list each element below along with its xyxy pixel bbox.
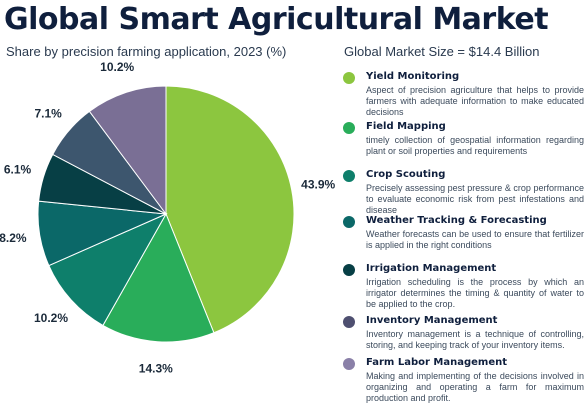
slice-data-label: 6.1% <box>4 162 32 176</box>
legend-item-field-mapping: Field Mapping timely collection of geosp… <box>340 120 584 168</box>
pie-slice-field-mapping <box>102 212 215 343</box>
pie-slice-yield-monitoring <box>165 85 295 334</box>
legend-item-farm-labor-management: Farm Labor Management Making and impleme… <box>340 356 584 404</box>
legend-description: Aspect of precision agriculture that hel… <box>366 85 584 117</box>
legend: Yield Monitoring Aspect of precision agr… <box>340 70 584 404</box>
pie-slice-crop-scouting <box>48 212 168 327</box>
legend-label: Yield Monitoring <box>366 71 460 82</box>
slice-data-label: 43.9% <box>301 177 335 191</box>
legend-label: Crop Scouting <box>366 169 446 180</box>
legend-description: timely collection of geospatial informat… <box>366 135 584 156</box>
legend-label: Inventory Management <box>366 315 498 326</box>
legend-label: Weather Tracking & Forecasting <box>366 215 547 226</box>
slice-data-label: 8.2% <box>0 231 27 245</box>
market-size-label: Global Market Size = $14.4 Billion <box>344 44 540 59</box>
pie-chart: 43.9% 14.3% 10.2% 8.2% 6.1% 7.1% 10.2% <box>0 60 336 376</box>
legend-marker-farm-labor-management <box>343 358 355 370</box>
legend-item-yield-monitoring: Yield Monitoring Aspect of precision agr… <box>340 70 584 120</box>
legend-item-weather-tracking: Weather Tracking & Forecasting Weather f… <box>340 214 584 262</box>
chart-title: Global Smart Agricultural Market <box>4 2 549 37</box>
legend-marker-field-mapping <box>343 122 355 134</box>
legend-description: Weather forecasts can be used to ensure … <box>366 229 584 250</box>
legend-item-inventory-management: Inventory Management Inventory managemen… <box>340 314 584 356</box>
legend-description: Making and implementing of the decisions… <box>366 371 584 403</box>
legend-marker-yield-monitoring <box>343 72 355 84</box>
legend-label: Field Mapping <box>366 121 446 132</box>
slice-data-label: 7.1% <box>34 106 62 120</box>
legend-marker-crop-scouting <box>343 170 355 182</box>
legend-marker-inventory-management <box>343 316 355 328</box>
legend-label: Irrigation Management <box>366 263 497 274</box>
slice-data-label: 10.2% <box>100 60 134 74</box>
legend-description: Irrigation scheduling is the process by … <box>366 277 584 309</box>
legend-item-crop-scouting: Crop Scouting Precisely assessing pest p… <box>340 168 584 215</box>
legend-description: Precisely assessing pest pressure & crop… <box>366 183 584 215</box>
chart-subtitle: Share by precision farming application, … <box>6 44 287 59</box>
legend-item-irrigation-management: Irrigation Management Irrigation schedul… <box>340 262 584 314</box>
slice-data-label: 14.3% <box>139 362 173 376</box>
legend-marker-weather-tracking <box>343 216 355 228</box>
legend-description: Inventory management is a technique of c… <box>366 329 584 350</box>
pie-slice-farm-labor-management <box>88 85 167 216</box>
slice-data-label: 10.2% <box>34 311 68 325</box>
legend-label: Farm Labor Management <box>366 357 507 368</box>
legend-marker-irrigation-management <box>343 264 355 276</box>
